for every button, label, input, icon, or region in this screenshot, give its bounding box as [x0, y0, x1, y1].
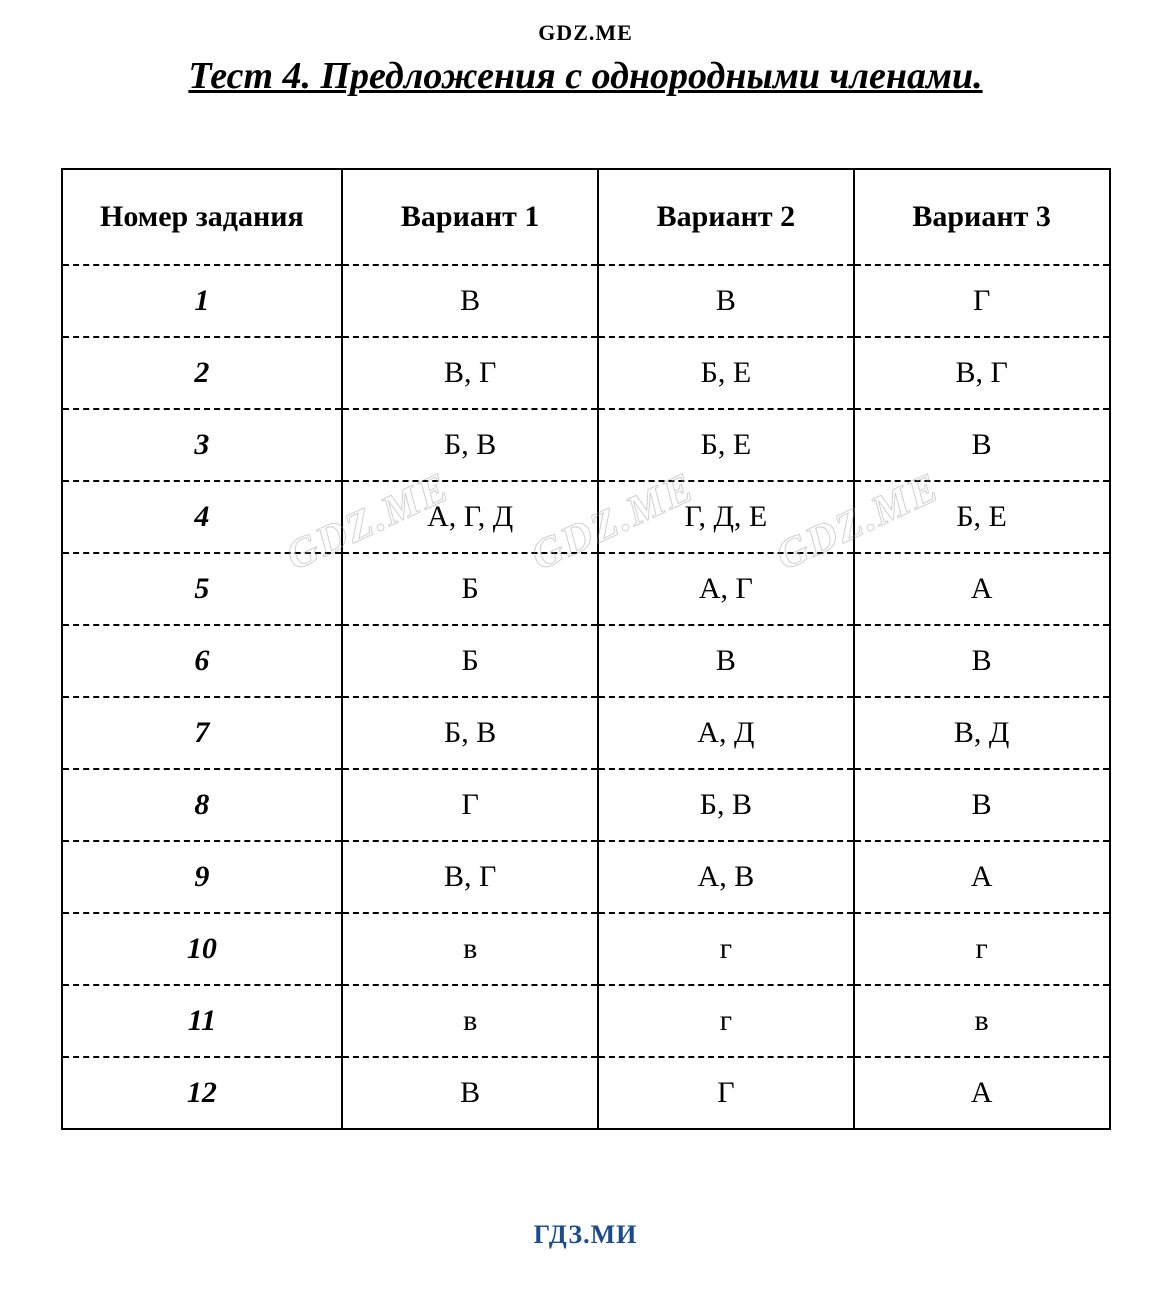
footer-watermark: ГДЗ.МИ	[60, 1220, 1111, 1250]
table-row: 2 В, Г Б, Е В, Г	[62, 337, 1110, 409]
cell-answer: А, В	[598, 841, 854, 913]
cell-task-number: 6	[62, 625, 343, 697]
cell-task-number: 12	[62, 1057, 343, 1129]
cell-answer: В, Г	[342, 337, 598, 409]
table-row: 12 В Г А	[62, 1057, 1110, 1129]
table-body: 1 В В Г 2 В, Г Б, Е В, Г 3 Б, В Б, Е В 4…	[62, 265, 1110, 1129]
cell-task-number: 9	[62, 841, 343, 913]
cell-answer: г	[598, 913, 854, 985]
cell-answer: Б, Е	[598, 337, 854, 409]
page-title: Тест 4. Предложения с однородными членам…	[60, 54, 1111, 98]
table-row: 3 Б, В Б, Е В	[62, 409, 1110, 481]
cell-answer: А	[854, 841, 1110, 913]
cell-answer: В	[854, 769, 1110, 841]
cell-task-number: 3	[62, 409, 343, 481]
cell-answer: А, Г	[598, 553, 854, 625]
cell-answer: Г	[342, 769, 598, 841]
table-row: 9 В, Г А, В А	[62, 841, 1110, 913]
cell-answer: Б, В	[342, 697, 598, 769]
cell-answer: В	[598, 625, 854, 697]
cell-task-number: 11	[62, 985, 343, 1057]
cell-answer: в	[854, 985, 1110, 1057]
cell-answer: В	[342, 1057, 598, 1129]
table-row: 1 В В Г	[62, 265, 1110, 337]
table-row: 7 Б, В А, Д В, Д	[62, 697, 1110, 769]
cell-task-number: 2	[62, 337, 343, 409]
cell-answer: г	[598, 985, 854, 1057]
cell-answer: Г	[854, 265, 1110, 337]
table-row: 10 в г г	[62, 913, 1110, 985]
cell-answer: г	[854, 913, 1110, 985]
col-header-number: Номер задания	[62, 169, 343, 265]
cell-answer: Б	[342, 625, 598, 697]
cell-answer: В	[854, 625, 1110, 697]
cell-answer: Б, Е	[854, 481, 1110, 553]
col-header-variant-3: Вариант 3	[854, 169, 1110, 265]
table-row: 6 Б В В	[62, 625, 1110, 697]
cell-answer: А	[854, 1057, 1110, 1129]
cell-answer: В, Д	[854, 697, 1110, 769]
cell-answer: А, Г, Д	[342, 481, 598, 553]
cell-task-number: 8	[62, 769, 343, 841]
table-row: 5 Б А, Г А	[62, 553, 1110, 625]
table-header-row: Номер задания Вариант 1 Вариант 2 Вариан…	[62, 169, 1110, 265]
col-header-variant-1: Вариант 1	[342, 169, 598, 265]
answer-table-wrap: Номер задания Вариант 1 Вариант 2 Вариан…	[61, 168, 1111, 1130]
cell-answer: Б	[342, 553, 598, 625]
cell-answer: В, Г	[342, 841, 598, 913]
cell-answer: В	[598, 265, 854, 337]
cell-task-number: 1	[62, 265, 343, 337]
cell-answer: В	[342, 265, 598, 337]
cell-answer: А	[854, 553, 1110, 625]
cell-answer: А, Д	[598, 697, 854, 769]
answer-table: Номер задания Вариант 1 Вариант 2 Вариан…	[61, 168, 1111, 1130]
cell-task-number: 4	[62, 481, 343, 553]
cell-answer: В	[854, 409, 1110, 481]
cell-answer: в	[342, 913, 598, 985]
cell-answer: Б, В	[342, 409, 598, 481]
table-row: 4 А, Г, Д Г, Д, Е Б, Е	[62, 481, 1110, 553]
cell-answer: В, Г	[854, 337, 1110, 409]
cell-task-number: 7	[62, 697, 343, 769]
col-header-variant-2: Вариант 2	[598, 169, 854, 265]
table-row: 8 Г Б, В В	[62, 769, 1110, 841]
header-watermark: GDZ.ME	[60, 20, 1111, 46]
cell-answer: Г	[598, 1057, 854, 1129]
cell-answer: в	[342, 985, 598, 1057]
cell-task-number: 10	[62, 913, 343, 985]
cell-answer: Б, В	[598, 769, 854, 841]
cell-answer: Б, Е	[598, 409, 854, 481]
cell-task-number: 5	[62, 553, 343, 625]
cell-answer: Г, Д, Е	[598, 481, 854, 553]
table-row: 11 в г в	[62, 985, 1110, 1057]
